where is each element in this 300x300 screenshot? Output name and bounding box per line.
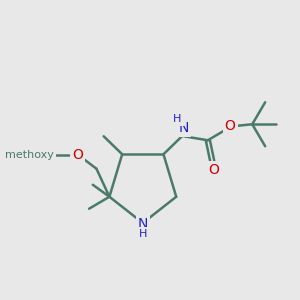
Text: N: N bbox=[178, 121, 189, 135]
Text: N: N bbox=[138, 217, 148, 231]
Text: O: O bbox=[73, 148, 83, 162]
Text: methoxy: methoxy bbox=[5, 150, 54, 160]
Text: H: H bbox=[173, 114, 182, 124]
Text: H: H bbox=[139, 229, 147, 239]
Text: O: O bbox=[208, 163, 219, 177]
Text: O: O bbox=[225, 119, 236, 133]
